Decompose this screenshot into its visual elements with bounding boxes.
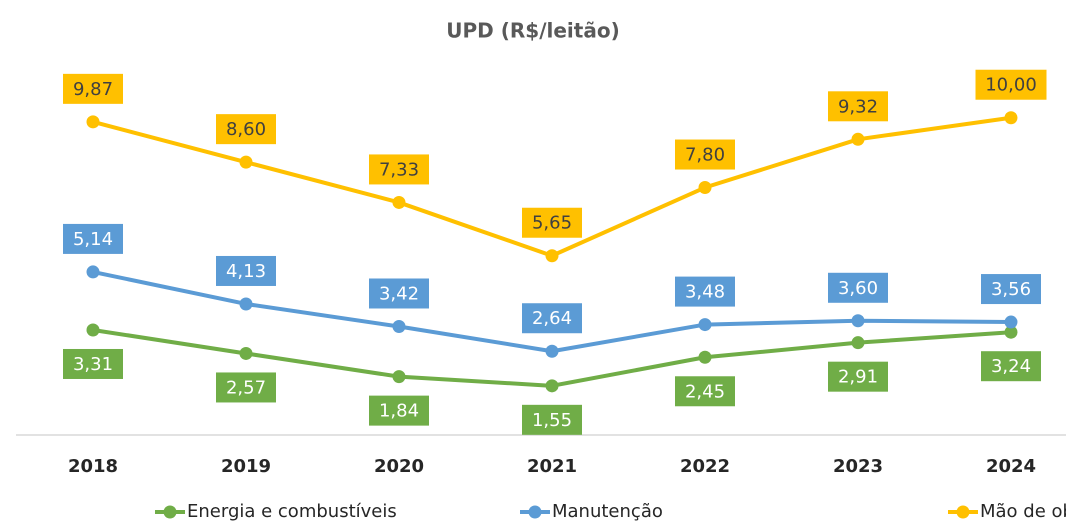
x-tick-label: 2019 — [221, 456, 271, 477]
data-label: 9,87 — [73, 79, 113, 100]
point — [698, 350, 712, 364]
data-label: 3,42 — [379, 283, 419, 304]
data-label: 3,31 — [73, 354, 113, 375]
data-label-box — [216, 255, 276, 286]
data-label: 2,64 — [532, 308, 572, 329]
data-label: 5,14 — [73, 229, 113, 250]
data-label-box — [63, 223, 123, 254]
point — [86, 323, 100, 337]
point — [86, 265, 100, 279]
point — [239, 297, 253, 311]
x-tick-label: 2022 — [680, 456, 730, 477]
data-label: 2,45 — [685, 381, 725, 402]
point — [851, 132, 865, 146]
data-label-box — [369, 278, 429, 309]
data-label: 2,91 — [838, 367, 878, 388]
legend-marker — [163, 505, 177, 519]
point — [392, 319, 406, 333]
point — [1004, 315, 1018, 329]
point — [698, 181, 712, 195]
point — [545, 379, 559, 393]
legend-label: Energia e combustíveis — [187, 501, 397, 522]
data-label-box — [675, 276, 735, 307]
data-label-box — [828, 272, 888, 303]
legend-label: Mão de obra — [980, 501, 1066, 522]
data-label-box — [369, 395, 429, 426]
data-label-box — [369, 154, 429, 185]
data-label: 1,55 — [532, 410, 572, 431]
data-label: 3,60 — [838, 278, 878, 299]
point — [392, 195, 406, 209]
legend-marker — [956, 505, 970, 519]
data-label: 3,48 — [685, 282, 725, 303]
x-tick-label: 2023 — [833, 456, 883, 477]
data-label-box — [975, 69, 1047, 100]
point — [1004, 325, 1018, 339]
data-label-box — [675, 139, 735, 170]
point — [851, 314, 865, 328]
data-label: 7,33 — [379, 159, 419, 180]
point — [698, 318, 712, 332]
chart-title: UPD (R$/leitão) — [446, 19, 619, 43]
point — [1004, 111, 1018, 125]
data-label-box — [828, 361, 888, 392]
legend-marker — [528, 505, 542, 519]
data-label: 4,13 — [226, 261, 266, 282]
data-label: 9,32 — [838, 96, 878, 117]
point — [392, 370, 406, 384]
legend-label: Manutenção — [552, 501, 663, 522]
data-label: 5,65 — [532, 213, 572, 234]
point — [545, 344, 559, 358]
x-tick-label: 2021 — [527, 456, 577, 477]
x-tick-label: 2020 — [374, 456, 424, 477]
data-label: 10,00 — [985, 75, 1037, 96]
data-label-box — [675, 376, 735, 407]
data-label-box — [522, 303, 582, 334]
data-label-box — [216, 114, 276, 145]
x-tick-label: 2018 — [68, 456, 118, 477]
data-label-box — [63, 348, 123, 379]
data-label-box — [522, 207, 582, 238]
data-label: 1,84 — [379, 401, 419, 422]
data-label-box — [216, 372, 276, 403]
data-label: 3,24 — [991, 356, 1031, 377]
data-label-box — [981, 274, 1041, 305]
point — [239, 346, 253, 360]
data-label-box — [828, 91, 888, 122]
data-label: 3,56 — [991, 279, 1031, 300]
data-label: 2,57 — [226, 377, 266, 398]
data-label: 8,60 — [226, 119, 266, 140]
x-tick-label: 2024 — [986, 456, 1036, 477]
point — [86, 115, 100, 129]
data-label-box — [522, 404, 582, 435]
data-label: 7,80 — [685, 145, 725, 166]
point — [545, 249, 559, 263]
point — [851, 336, 865, 350]
point — [239, 155, 253, 169]
data-label-box — [63, 73, 123, 104]
data-label-box — [981, 351, 1041, 382]
